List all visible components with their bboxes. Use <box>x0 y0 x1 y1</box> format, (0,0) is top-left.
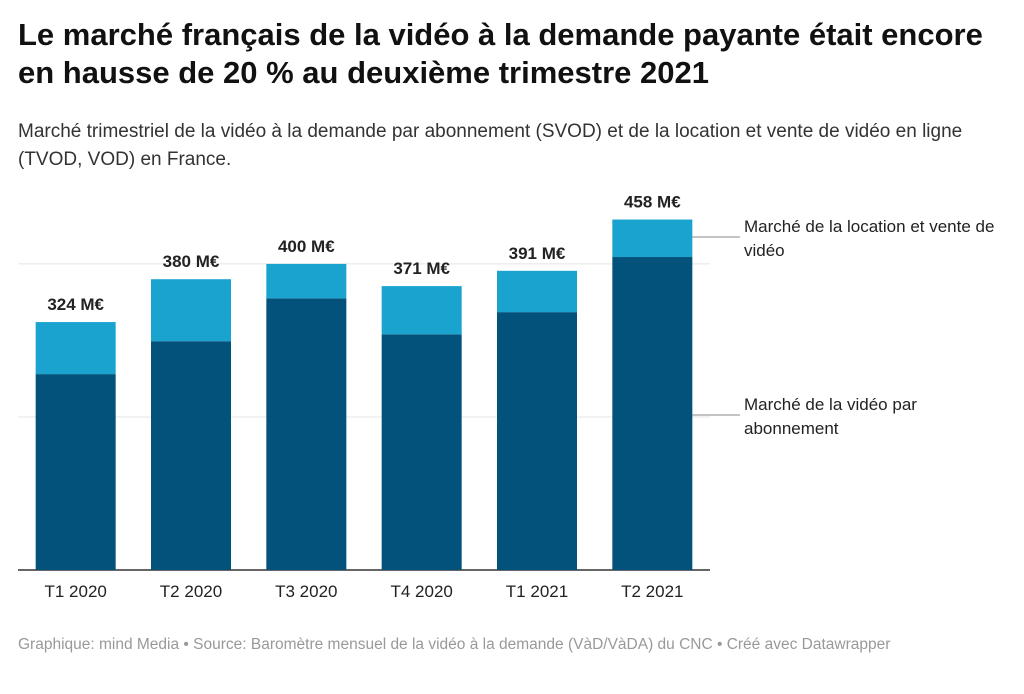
bar-segment <box>497 270 577 313</box>
bar-segment <box>151 279 231 342</box>
x-tick-label: T1 2020 <box>44 582 106 601</box>
bar-segment <box>266 298 347 570</box>
total-label: 400 M€ <box>278 237 335 256</box>
total-label: 371 M€ <box>393 259 450 278</box>
total-label: 324 M€ <box>47 295 104 314</box>
x-tick-label: T3 2020 <box>275 582 337 601</box>
bar-segment <box>497 312 577 570</box>
total-label: 391 M€ <box>509 244 566 263</box>
x-tick-label: T1 2021 <box>506 582 568 601</box>
bar-segment <box>35 322 116 375</box>
source-note: Graphique: mind Media • Source: Baromètr… <box>18 636 891 653</box>
bar-segment <box>35 374 116 570</box>
bar-segment <box>151 341 231 570</box>
bar-segment <box>381 286 462 335</box>
bar-segment <box>612 257 693 570</box>
bar-segment <box>381 334 462 570</box>
bar-segment <box>612 219 693 258</box>
x-tick-label: T2 2021 <box>621 582 683 601</box>
total-label: 458 M€ <box>624 193 681 212</box>
total-label: 380 M€ <box>163 252 220 271</box>
chart-subtitle: Marché trimestriel de la vidéo à la dema… <box>18 121 963 170</box>
legend-label: Marché de la vidéo par abonnement <box>744 395 917 438</box>
bar-segment <box>266 263 347 299</box>
x-tick-label: T4 2020 <box>390 582 452 601</box>
legend-label: Marché de la location et vente de vidéo <box>744 217 995 260</box>
x-tick-label: T2 2020 <box>160 582 222 601</box>
chart-title: Le marché français de la vidéo à la dema… <box>18 17 983 90</box>
